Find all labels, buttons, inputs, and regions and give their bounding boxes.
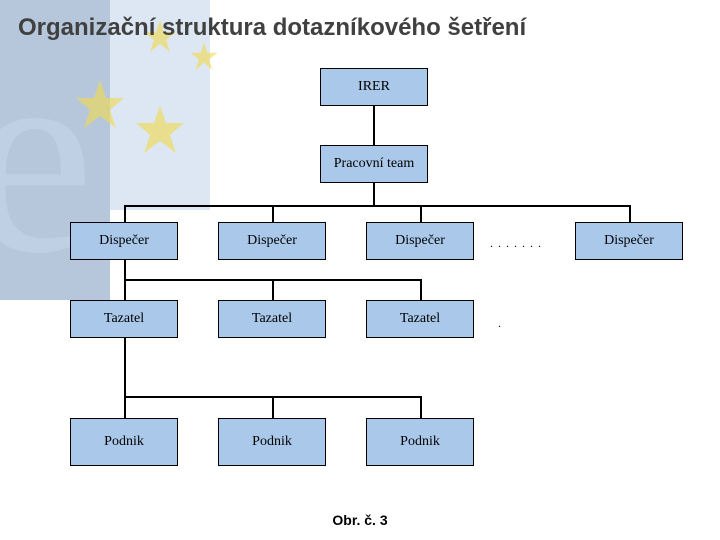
node-label: Podnik	[104, 434, 144, 450]
connector	[124, 205, 126, 222]
node-dispatcher-4: Dispečer	[575, 222, 683, 260]
node-dispatcher-2: Dispečer	[218, 222, 326, 260]
node-label: Dispečer	[604, 233, 654, 249]
node-label: Tazatel	[400, 311, 440, 327]
node-label: Tazatel	[104, 311, 144, 327]
node-label: Dispečer	[247, 233, 297, 249]
node-root: IRER	[320, 68, 428, 106]
ellipsis-interviewers: .	[498, 316, 502, 331]
node-team-label: Pracovní team	[334, 156, 414, 172]
connector	[373, 106, 375, 145]
connector	[124, 338, 126, 396]
node-company-2: Podnik	[218, 418, 326, 466]
connector	[124, 396, 126, 418]
page-title: Organizační struktura dotazníkového šetř…	[18, 14, 526, 42]
node-label: Dispečer	[99, 233, 149, 249]
connector	[124, 260, 126, 279]
node-company-3: Podnik	[366, 418, 474, 466]
node-interviewer-1: Tazatel	[70, 300, 178, 338]
connector	[124, 279, 126, 300]
node-interviewer-3: Tazatel	[366, 300, 474, 338]
node-dispatcher-1: Dispečer	[70, 222, 178, 260]
node-interviewer-2: Tazatel	[218, 300, 326, 338]
node-label: Tazatel	[252, 311, 292, 327]
connector	[629, 205, 631, 222]
connector	[272, 279, 274, 300]
org-chart: IRER Pracovní team Dispečer Dispečer Dis…	[0, 60, 720, 510]
node-dispatcher-3: Dispečer	[366, 222, 474, 260]
connector	[272, 205, 274, 222]
connector	[420, 279, 422, 300]
connector	[373, 183, 375, 205]
node-team: Pracovní team	[320, 145, 428, 183]
node-company-1: Podnik	[70, 418, 178, 466]
node-label: Dispečer	[395, 233, 445, 249]
connector	[124, 205, 629, 207]
node-root-label: IRER	[358, 79, 390, 95]
connector	[420, 205, 422, 222]
connector	[420, 396, 422, 418]
figure-caption: Obr. č. 3	[0, 512, 720, 528]
node-label: Podnik	[400, 434, 440, 450]
node-label: Podnik	[252, 434, 292, 450]
ellipsis-dispatchers: . . . . . . .	[490, 236, 542, 251]
connector	[272, 396, 274, 418]
